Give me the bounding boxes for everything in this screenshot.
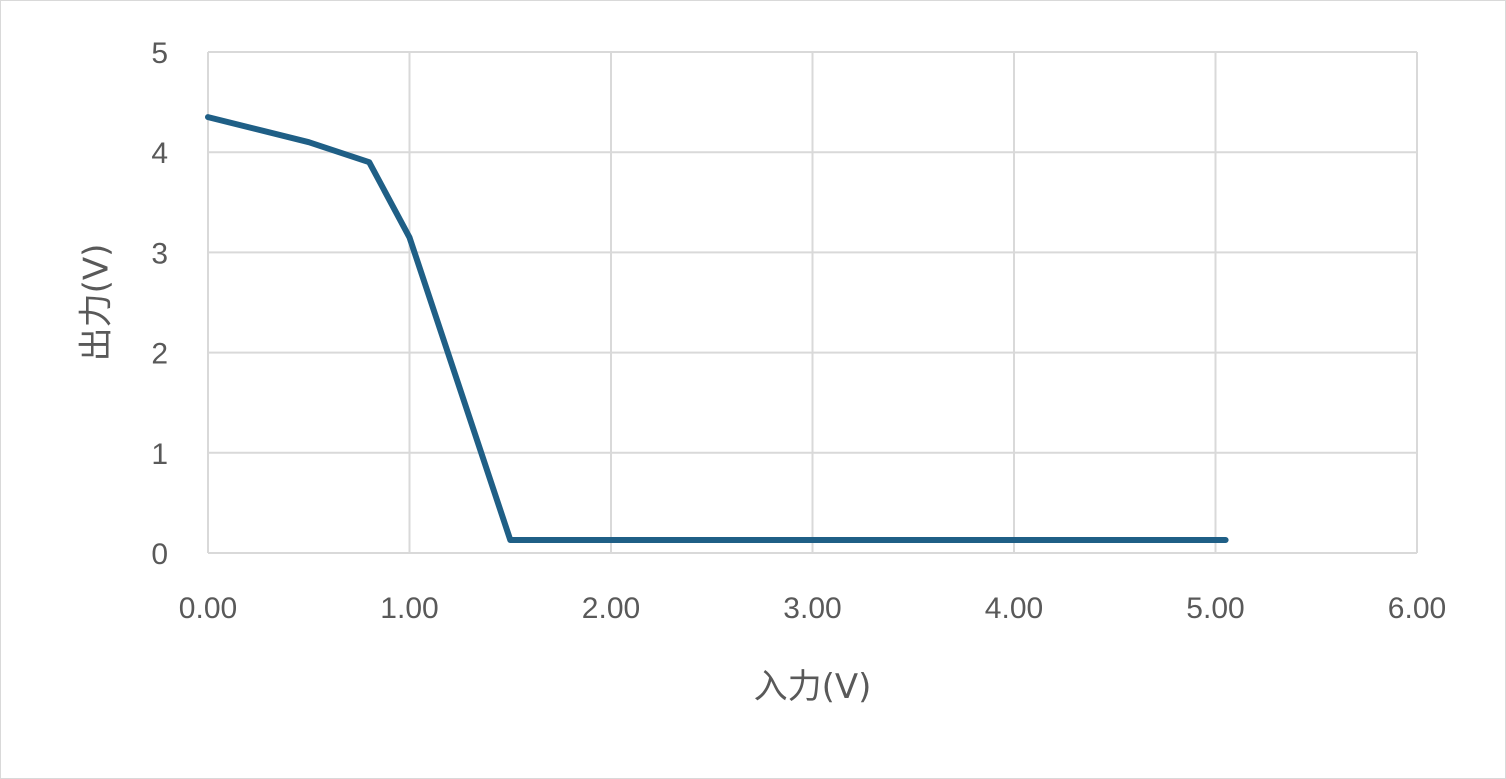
x-tick-label: 2.00: [582, 592, 640, 625]
y-axis-title: 出力(V): [77, 244, 117, 362]
x-axis-tick-labels: 0.00 1.00 2.00 3.00 4.00 5.00 6.00: [179, 592, 1446, 625]
gridlines: [207, 51, 1418, 554]
y-tick-label: 4: [151, 137, 168, 170]
y-axis-tick-labels: 0 1 2 3 4 5: [151, 37, 168, 571]
x-tick-label: 1.00: [380, 592, 438, 625]
x-tick-label: 5.00: [1186, 592, 1244, 625]
y-tick-label: 0: [151, 538, 168, 571]
x-tick-label: 4.00: [985, 592, 1043, 625]
series-group: [205, 114, 1229, 543]
y-tick-label: 3: [151, 237, 168, 270]
x-tick-label: 6.00: [1388, 592, 1446, 625]
series-line: [205, 114, 1229, 543]
x-tick-label: 3.00: [783, 592, 841, 625]
x-axis-title: 入力(V): [754, 667, 872, 707]
y-tick-label: 5: [151, 37, 168, 70]
y-tick-label: 1: [151, 438, 168, 471]
y-tick-label: 2: [151, 338, 168, 371]
x-tick-label: 0.00: [179, 592, 237, 625]
